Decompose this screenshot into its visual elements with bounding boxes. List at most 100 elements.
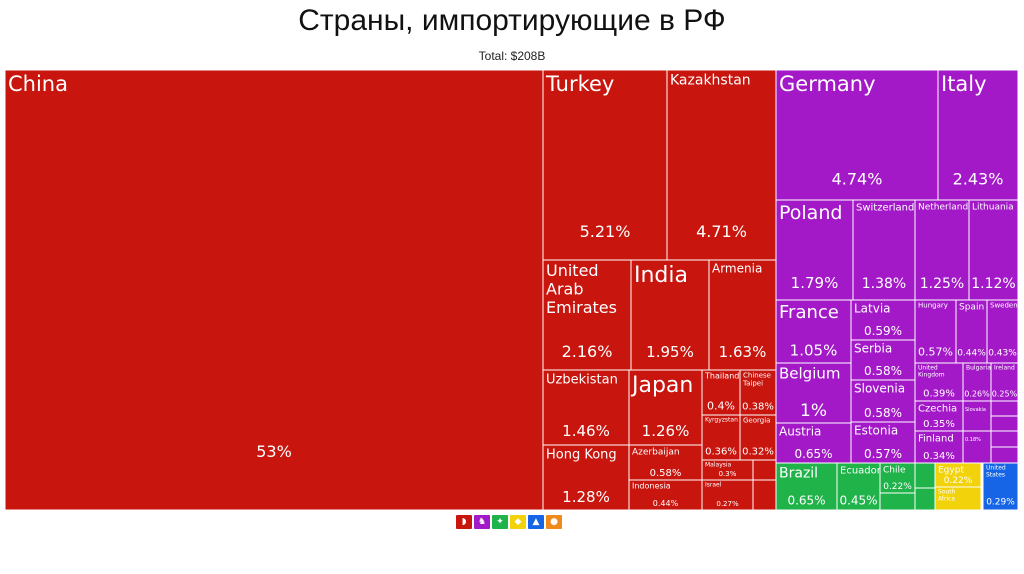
asia-icon: ◗	[461, 517, 467, 527]
cell-value-label: 0.58%	[864, 406, 902, 420]
treemap-cell-japan: Japan 1.26%	[628, 369, 703, 446]
treemap-rect	[990, 400, 1019, 417]
cell-name-label: Finland	[918, 434, 954, 445]
north-america-icon: ▲	[532, 517, 540, 527]
cell-value-label: 53%	[256, 442, 292, 461]
treemap-cell-italy: Italy 2.43%	[937, 69, 1019, 201]
cell-value-label: 4.74%	[832, 169, 883, 188]
cell-value-label: 0.39%	[923, 388, 955, 399]
treemap-rect	[914, 462, 936, 489]
minor-cell-label: Slovakia	[965, 407, 986, 413]
cell-name-label: Kyrgyzstan	[705, 417, 738, 424]
cell-value-label: 1.26%	[642, 422, 690, 440]
treemap-rect	[752, 459, 777, 481]
africa-icon[interactable]: ◆	[510, 515, 526, 529]
asia-icon[interactable]: ◗	[456, 515, 472, 529]
cell-value-label: 1.46%	[562, 422, 610, 440]
treemap-cell-minor: Slovakia	[962, 400, 992, 432]
cell-name-label: Hungary	[918, 302, 948, 310]
treemap-rect	[990, 446, 1019, 464]
cell-value-label: 0.59%	[864, 324, 902, 338]
cell-name-label: Egypt	[938, 466, 964, 476]
treemap-rect	[850, 339, 916, 381]
treemap-cell-brazil: Brazil 0.65%	[775, 462, 838, 511]
cell-value-label: 0.27%	[716, 500, 739, 508]
cell-name-label: Switzerland	[856, 203, 914, 214]
treemap-cell-spain: Spain 0.44%	[955, 299, 988, 364]
treemap-cell-sweden: Sweden 0.43%	[986, 299, 1019, 364]
cell-value-label: 0.36%	[705, 447, 737, 458]
cell-name-label: China	[8, 72, 68, 96]
treemap-cell-finland: Finland 0.34%	[914, 430, 964, 464]
cell-name-label: Hong Kong	[546, 447, 617, 462]
cell-value-label: 0.4%	[707, 400, 735, 413]
cell-name-label: Sweden	[990, 302, 1018, 310]
treemap-rect	[879, 492, 916, 511]
treemap-cell-minor	[990, 430, 1019, 448]
treemap-cell-ireland: Ireland 0.25%	[990, 362, 1019, 402]
treemap-cell-minor	[914, 462, 936, 489]
cell-value-label: 2.16%	[562, 342, 613, 361]
cell-value-label: 0.44%	[653, 499, 679, 508]
cell-name-label: Japan	[630, 373, 693, 398]
north-america-icon[interactable]: ▲	[528, 515, 544, 529]
cell-value-label: 0.22%	[944, 476, 973, 486]
treemap-rect	[775, 422, 852, 464]
africa-icon: ◆	[514, 517, 522, 527]
cell-name-label: Kazakhstan	[670, 72, 751, 88]
cell-value-label: 1.38%	[862, 276, 906, 292]
treemap-cell-united-states: United States 0.29%	[982, 462, 1019, 511]
cell-value-label: 1.28%	[562, 488, 610, 506]
treemap-rect	[937, 69, 1019, 201]
treemap-cell-hong-kong: Hong Kong 1.28%	[542, 444, 630, 511]
cell-value-label: 4.71%	[696, 222, 747, 241]
treemap-cell-france: France 1.05%	[775, 299, 852, 364]
south-america-icon[interactable]: ✦	[492, 515, 508, 529]
cell-name-label: Netherlands	[918, 203, 973, 213]
treemap-rect	[990, 430, 1019, 448]
treemap-rect	[986, 299, 1019, 364]
treemap-rect	[955, 299, 988, 364]
cell-value-label: 1.79%	[791, 274, 839, 292]
cell-name-label: Latvia	[854, 301, 891, 315]
cell-name-label: Azerbaijan	[632, 448, 680, 458]
treemap-cell-latvia: Latvia 0.59%	[850, 299, 916, 341]
treemap-rect	[914, 487, 936, 511]
cell-name-label: Chinese Taipei	[742, 372, 771, 388]
cell-value-label: 0.57%	[918, 345, 953, 358]
cell-name-label: United States	[986, 465, 1006, 479]
cell-value-label: 2.43%	[953, 169, 1004, 188]
cell-name-label: Armenia	[712, 261, 762, 275]
treemap-rect	[852, 199, 916, 301]
cell-name-label: Malaysia	[705, 462, 732, 469]
minor-cell-label: 0.18%	[965, 437, 981, 443]
cell-name-label: Italy	[941, 72, 987, 96]
cell-value-label: 0.35%	[923, 419, 955, 430]
treemap-rect	[708, 259, 777, 371]
treemap-cell-minor	[990, 446, 1019, 464]
europe-icon[interactable]: ♞	[474, 515, 490, 529]
treemap-rect	[982, 462, 1019, 511]
cell-name-label: Thailand	[704, 372, 739, 381]
treemap-rect	[850, 299, 916, 341]
treemap-rect	[968, 199, 1019, 301]
cell-name-label: France	[779, 302, 839, 323]
europe-icon: ♞	[477, 517, 487, 527]
treemap-rect	[914, 299, 957, 364]
treemap-rect	[701, 479, 754, 511]
cell-value-label: 0.34%	[923, 451, 955, 462]
treemap-cell-minor	[990, 415, 1019, 432]
cell-name-label: South Africa	[938, 489, 956, 503]
cell-name-label: Germany	[779, 72, 876, 96]
treemap-cell-poland: Poland 1.79%	[775, 199, 854, 301]
oceania-icon[interactable]: ●	[546, 515, 562, 529]
treemap-rect	[4, 69, 544, 511]
treemap-cell-south-africa: South Africa	[934, 486, 982, 511]
oceania-icon: ●	[550, 517, 558, 527]
cell-name-label: Poland	[779, 202, 842, 224]
cell-name-label: United Kingdom	[918, 365, 945, 379]
cell-name-label: Ireland	[994, 365, 1015, 372]
treemap-rect	[775, 299, 852, 364]
